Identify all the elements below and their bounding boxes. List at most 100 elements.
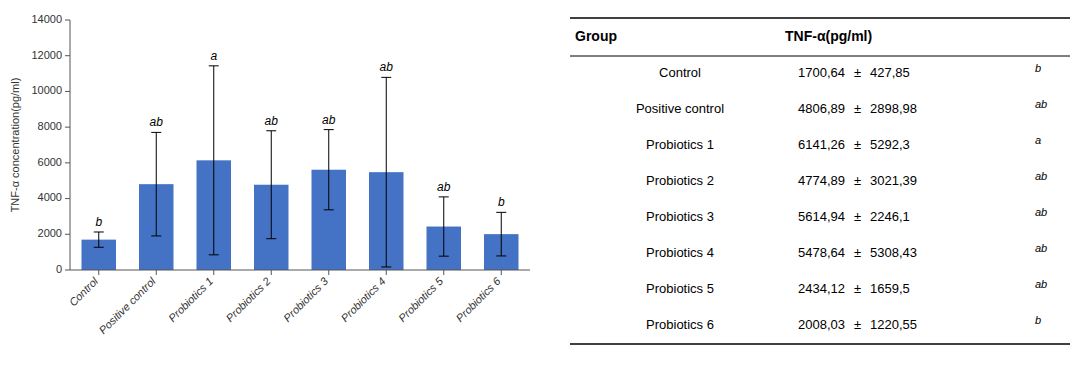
- table-mean: 2434,12: [798, 281, 845, 296]
- error-cap: [151, 235, 161, 236]
- table-pm: ±: [854, 173, 861, 188]
- table-mean: 4806,89: [798, 101, 845, 116]
- table-header: TNF-α(pg/ml): [785, 28, 872, 44]
- table-sd: 427,85: [870, 65, 910, 80]
- y-tick-label: 2000: [38, 227, 62, 239]
- x-tick-label: Control: [67, 275, 101, 309]
- y-axis: [70, 20, 71, 270]
- y-tick-label: 12000: [31, 49, 62, 61]
- x-tick-label: Probiotics 5: [396, 274, 446, 324]
- table: GroupTNF-α(pg/ml)Control1700,64±427,85bP…: [570, 18, 1070, 344]
- x-tick: [213, 270, 214, 275]
- table-pm: ±: [854, 317, 861, 332]
- table-pm: ±: [854, 137, 861, 152]
- table-group: Probiotics 1: [646, 137, 714, 152]
- error-line: [501, 212, 502, 256]
- table-group: Probiotics 3: [646, 209, 714, 224]
- table-group: Probiotics 2: [646, 173, 714, 188]
- error-cap: [439, 196, 449, 197]
- y-tick-label: 6000: [38, 156, 62, 168]
- y-tick-label: 0: [56, 263, 62, 275]
- y-tick: [65, 91, 70, 92]
- significance-label: b: [498, 195, 505, 209]
- table-rule: [570, 17, 1070, 19]
- error-cap: [324, 129, 334, 130]
- error-bar: [439, 197, 449, 256]
- x-tick: [271, 270, 272, 275]
- table-pm: ±: [854, 65, 861, 80]
- y-tick-label: 8000: [38, 120, 62, 132]
- table-sd: 5308,43: [870, 245, 917, 260]
- marks: [82, 66, 519, 270]
- table-significance: ab: [1035, 98, 1047, 110]
- table-significance: ab: [1035, 206, 1047, 218]
- y-tick: [65, 270, 70, 271]
- table-mean: 5478,64: [798, 245, 845, 260]
- significance-label: b: [95, 215, 102, 229]
- bar-chart: 02000400060008000100001200014000babaabab…: [9, 13, 530, 336]
- table-rule: [570, 343, 1070, 345]
- table-sd: 2246,1: [870, 209, 910, 224]
- error-cap: [151, 132, 161, 133]
- x-tick: [156, 270, 157, 275]
- error-cap: [381, 77, 391, 78]
- significance-label: ab: [380, 60, 394, 74]
- error-cap: [496, 255, 506, 256]
- table-sd: 2898,98: [870, 101, 917, 116]
- table-pm: ±: [854, 101, 861, 116]
- table-pm: ±: [854, 245, 861, 260]
- y-tick: [65, 20, 70, 21]
- error-cap: [209, 65, 219, 66]
- table-significance: b: [1035, 314, 1041, 326]
- error-cap: [209, 254, 219, 255]
- error-bar: [266, 131, 276, 239]
- error-bar: [151, 132, 161, 236]
- x-tick-label: Probiotics 2: [224, 275, 273, 324]
- table-header: Group: [575, 28, 617, 44]
- table-significance: b: [1035, 62, 1041, 74]
- table-group: Positive control: [636, 101, 724, 116]
- y-tick-label: 14000: [31, 13, 62, 25]
- x-tick: [328, 270, 329, 275]
- table-pm: ±: [854, 281, 861, 296]
- table-mean: 6141,26: [798, 137, 845, 152]
- significance-label: ab: [322, 113, 336, 127]
- error-cap: [381, 266, 391, 267]
- y-tick: [65, 198, 70, 199]
- error-line: [98, 232, 99, 247]
- table-significance: ab: [1035, 170, 1047, 182]
- table-significance: ab: [1035, 278, 1047, 290]
- x-tick: [443, 270, 444, 275]
- x-tick-label: Probiotics 1: [166, 275, 215, 324]
- table-group: Probiotics 5: [646, 281, 714, 296]
- error-line: [386, 77, 387, 267]
- table-mean: 5614,94: [798, 209, 845, 224]
- error-cap: [94, 231, 104, 232]
- error-line: [271, 131, 272, 239]
- table-sd: 3021,39: [870, 173, 917, 188]
- table-group: Probiotics 6: [646, 317, 714, 332]
- x-tick-label: Probiotics 6: [454, 274, 504, 324]
- error-bar: [94, 232, 104, 247]
- table-pm: ±: [854, 209, 861, 224]
- error-cap: [324, 209, 334, 210]
- table-rule: [570, 56, 1070, 57]
- table-mean: 1700,64: [798, 65, 845, 80]
- y-tick: [65, 127, 70, 128]
- error-cap: [266, 130, 276, 131]
- error-line: [443, 197, 444, 256]
- error-bar: [496, 212, 506, 256]
- x-tick-label: Probiotics 3: [281, 274, 331, 324]
- significance-label: ab: [437, 180, 451, 194]
- x-tick: [501, 270, 502, 275]
- error-cap: [439, 256, 449, 257]
- significance-label: a: [210, 49, 217, 63]
- table-group: Probiotics 4: [646, 245, 714, 260]
- y-tick-label: 10000: [31, 84, 62, 96]
- error-bar: [381, 77, 391, 267]
- figure: 02000400060008000100001200014000babaabab…: [0, 0, 1084, 368]
- table-sd: 1659,5: [870, 281, 910, 296]
- significance-label: ab: [150, 115, 164, 129]
- error-line: [328, 130, 329, 210]
- x-axis: [70, 270, 530, 271]
